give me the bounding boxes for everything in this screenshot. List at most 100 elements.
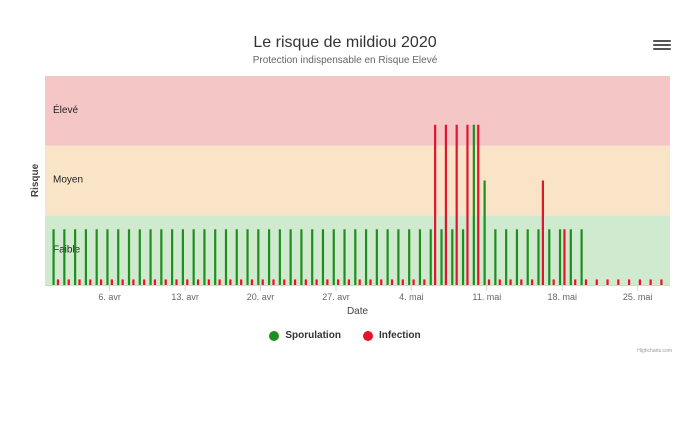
bar-infection [531,279,534,285]
bar-infection [466,124,469,286]
bar-infection [412,279,415,285]
bar-sporulation [472,124,475,286]
x-tick-label: 27. avr [322,292,350,302]
legend-label-infection: Infection [378,330,421,341]
bar-sporulation [224,229,228,285]
bar-infection [369,279,372,285]
bar-infection [627,279,631,285]
bar-sporulation [192,229,195,285]
bar-sporulation [494,229,497,285]
band-élevé [45,76,670,146]
bar-sporulation [311,229,314,285]
bar-infection [283,279,286,285]
bar-infection [175,279,178,285]
band-label-moyen: Moyen [53,175,83,186]
bar-sporulation [537,229,540,285]
bar-infection [164,279,167,285]
band-label-faible: Faible [53,244,81,255]
bar-sporulation [386,229,389,285]
chart-credit[interactable]: Highcharts.com [637,348,672,354]
bar-sporulation [203,229,206,285]
bar-infection [229,279,232,285]
bar-sporulation [106,229,109,285]
bar-sporulation [171,229,174,285]
bar-infection [67,279,70,285]
bar-sporulation [343,229,346,285]
bar-infection [293,279,297,285]
bar-sporulation [397,229,400,285]
bar-infection [304,279,307,285]
bar-infection [240,279,243,285]
bar-infection [444,124,448,286]
bar-sporulation [278,229,281,285]
bar-infection [207,279,210,285]
bar-sporulation [214,229,217,285]
bar-sporulation [505,229,508,285]
chart-subtitle: Protection indispensable en Risque Elevé [252,55,438,66]
bar-infection [337,279,340,285]
chart-title: Le risque de mildiou 2020 [253,34,437,51]
bar-infection [541,180,544,285]
bar-sporulation [235,229,238,285]
bar-sporulation [63,229,66,285]
bar-infection [261,279,264,285]
bar-sporulation [246,229,249,285]
bar-infection [455,124,458,286]
bar-sporulation [74,229,77,285]
bar-infection [250,279,254,285]
bar-sporulation [580,229,583,285]
bar-infection [390,279,394,285]
bar-sporulation [181,229,184,285]
bar-sporulation [127,229,131,285]
legend-marker-sporulation [269,330,280,341]
bar-sporulation [515,229,519,285]
x-tick-label: 6. avr [98,292,121,302]
bar-sporulation [149,229,152,285]
hamburger-menu-icon[interactable] [653,38,671,54]
bar-sporulation [138,229,141,285]
legend-item-infection[interactable]: Infection [362,330,421,341]
bar-infection [347,279,351,285]
bar-sporulation [354,229,357,285]
bar-infection [56,279,60,285]
bar-sporulation [300,229,303,285]
bar-infection [401,279,404,285]
legend-marker-infection [362,330,373,341]
band-faible [45,215,670,285]
bar-sporulation [84,229,88,285]
bar-sporulation [332,229,335,285]
bar-infection [121,279,124,285]
bar-infection [358,279,361,285]
x-axis-title: Date [347,306,369,317]
legend-item-sporulation[interactable]: Sporulation [269,330,341,341]
bar-infection [487,279,491,285]
bar-infection [99,279,103,285]
bar-sporulation [52,229,55,285]
bar-infection [520,279,523,285]
bar-infection [595,279,598,285]
bar-sporulation [558,229,562,285]
bar-infection [380,279,383,285]
bar-infection [110,279,113,285]
bar-sporulation [418,229,422,285]
bar-sporulation [321,229,325,285]
bar-infection [638,279,641,285]
bar-infection [89,279,92,285]
bar-sporulation [483,180,486,285]
bar-sporulation [451,229,454,285]
bar-infection [660,279,663,285]
bar-sporulation [408,229,411,285]
bar-infection [315,279,318,285]
y-axis-title: Risque [30,163,41,197]
bar-sporulation [440,229,443,285]
bar-infection [153,279,157,285]
x-tick-label: 4. mai [399,292,424,302]
bar-sporulation [375,229,378,285]
bar-infection [423,279,426,285]
bar-sporulation [257,229,260,285]
bar-sporulation [289,229,292,285]
bar-infection [218,279,221,285]
chart-legend: Sporulation Infection [0,330,690,341]
x-tick-label: 25. mai [623,292,653,302]
